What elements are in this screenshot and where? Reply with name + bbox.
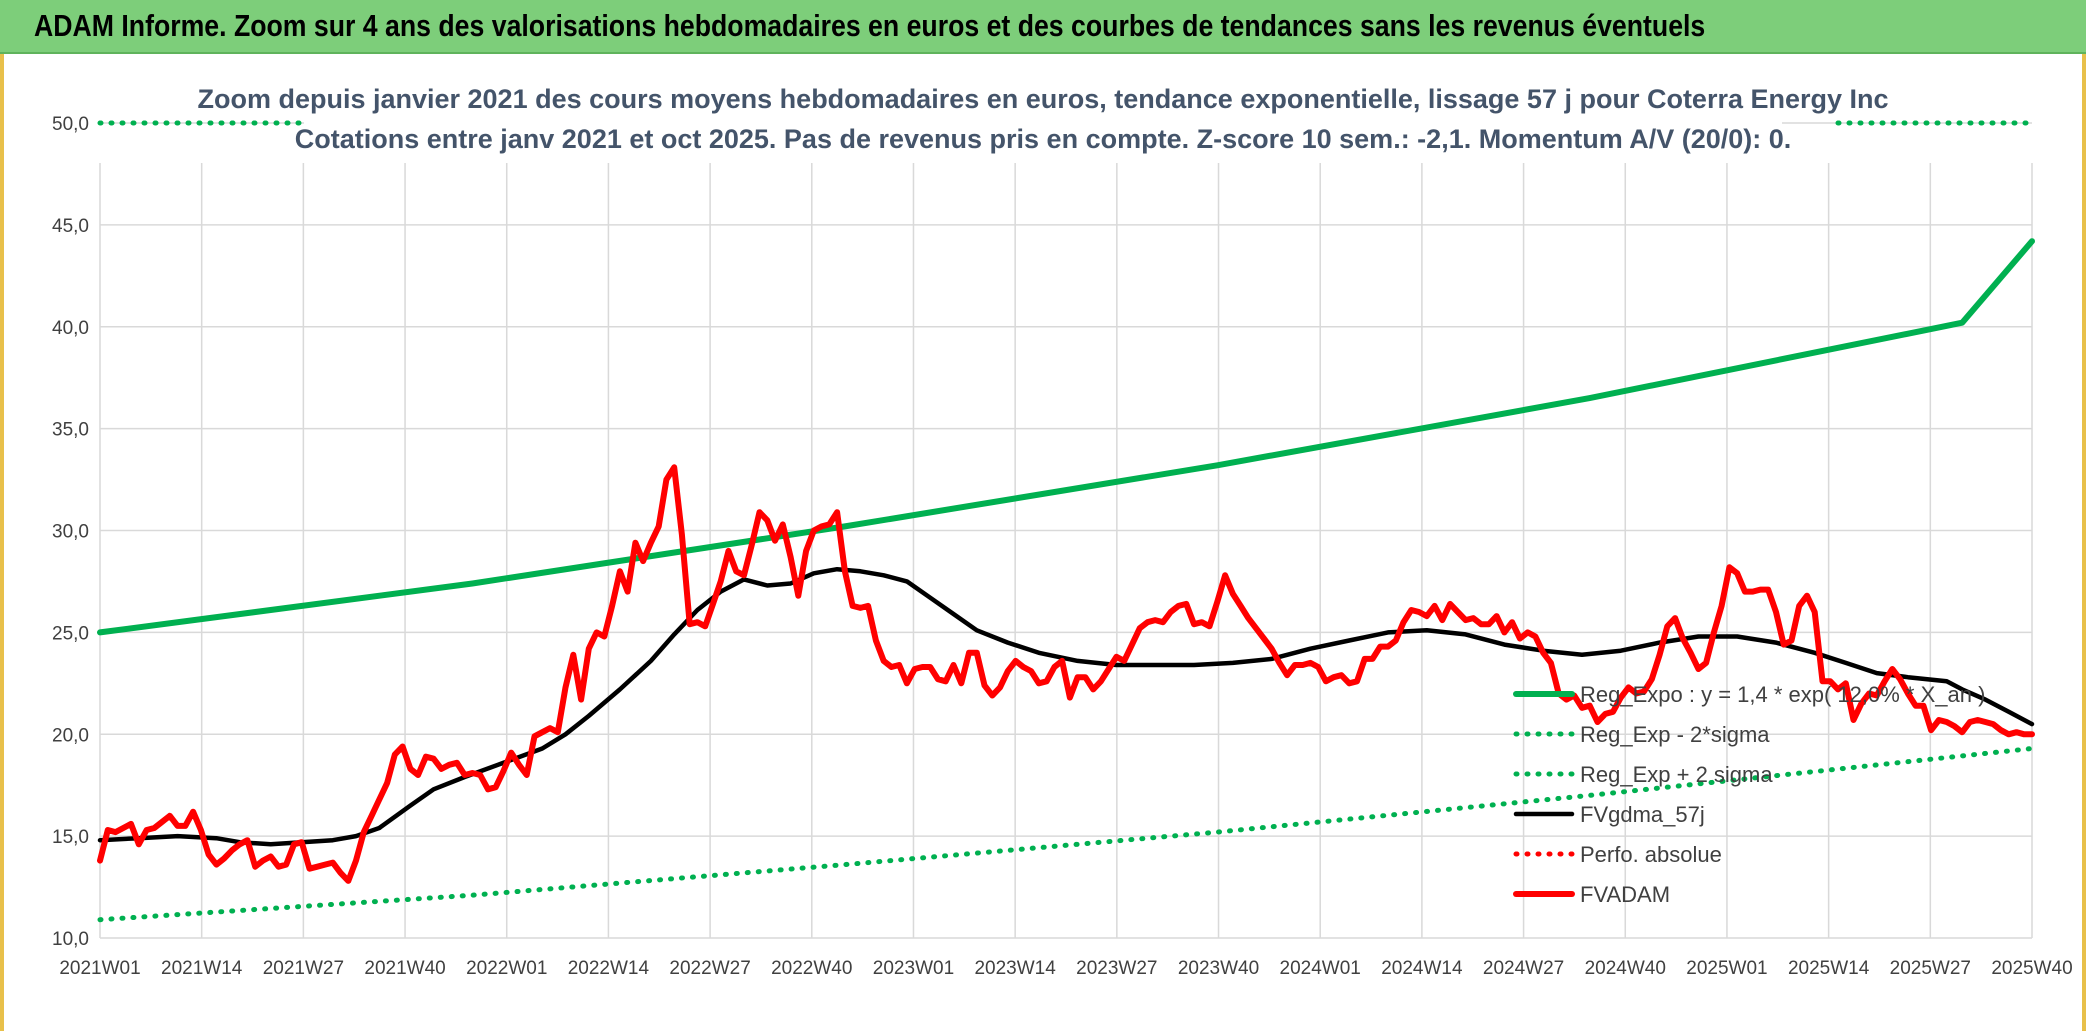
x-axis-tick-labels: 2021W01 2021W14 2021W27 2021W40 2022W01 2022W… [59,958,2072,979]
report-banner: ADAM Informe. Zoom sur 4 ans des valoris… [0,0,2086,54]
x-tick-label: 2024W01 [1280,958,1361,979]
legend-label: Reg_Exp + 2 sigma [1580,762,1773,787]
y-tick-label: 30,0 [52,522,89,543]
legend-label: FVADAM [1580,882,1670,907]
x-tick-label: 2023W27 [1076,958,1157,979]
x-tick-label: 2025W40 [1991,958,2072,979]
series-line-3 [97,566,2035,847]
y-tick-label: 10,0 [52,929,89,950]
y-tick-label: 40,0 [52,318,89,339]
x-tick-label: 2024W27 [1483,958,1564,979]
legend-label: FVgdma_57j [1580,802,1705,827]
chart-subtitle: Cotations entre janv 2021 et oct 2025. P… [295,124,1792,154]
series-line-2 [97,238,2035,636]
y-tick-label: 45,0 [52,216,89,237]
x-tick-label: 2024W40 [1585,958,1666,979]
report-title: ADAM Informe. Zoom sur 4 ans des valoris… [34,8,1706,43]
series-line-0 [97,746,2035,923]
grid-lines [99,122,2033,939]
legend-label: Perfo. absolue [1580,842,1722,867]
y-axis-tick-labels: 10,0 15,0 20,0 25,0 30,0 35,0 40,0 45,0 50,0 [52,114,89,950]
x-tick-label: 2023W40 [1178,958,1259,979]
legend-label: Reg_Expo : y = 1,4 * exp( 12,0% * X_an ) [1580,682,1985,707]
x-tick-label: 2023W14 [974,958,1056,979]
chart-title: Zoom depuis janvier 2021 des cours moyen… [197,84,1888,114]
x-tick-label: 2021W14 [161,958,243,979]
y-tick-label: 15,0 [52,827,89,848]
x-tick-label: 2023W01 [873,958,954,979]
series-line-4 [97,464,2035,884]
x-tick-label: 2025W14 [1788,958,1870,979]
title-backdrop [304,74,1782,160]
x-tick-label: 2021W40 [364,958,445,979]
line-chart: 10,0 15,0 20,0 25,0 30,0 35,0 40,0 45,0 50,0 202… [52,74,2073,979]
legend-label: Reg_Exp - 2*sigma [1580,722,1770,747]
x-tick-label: 2021W27 [263,958,344,979]
x-tick-label: 2022W40 [771,958,852,979]
x-tick-label: 2021W01 [59,958,140,979]
y-tick-label: 20,0 [52,725,89,746]
y-tick-label: 35,0 [52,420,89,441]
y-tick-label: 50,0 [52,114,89,135]
x-tick-label: 2025W01 [1686,958,1767,979]
x-tick-label: 2022W01 [466,958,547,979]
x-tick-label: 2024W14 [1381,958,1463,979]
chart-frame: 10,0 15,0 20,0 25,0 30,0 35,0 40,0 45,0 50,0 202… [0,54,2086,1031]
series-lines [97,120,2035,923]
x-tick-label: 2022W27 [669,958,750,979]
x-tick-label: 2022W14 [568,958,650,979]
y-tick-label: 25,0 [52,623,89,644]
chart-legend: Reg_Expo : y = 1,4 * exp( 12,0% * X_an )… [1513,682,1985,907]
x-tick-label: 2025W27 [1890,958,1971,979]
